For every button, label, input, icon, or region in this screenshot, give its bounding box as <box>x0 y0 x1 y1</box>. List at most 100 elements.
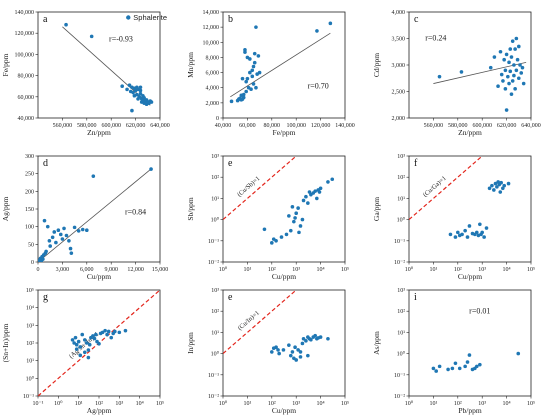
data-point <box>298 224 303 228</box>
x-axis-label: Cu/ppm <box>272 406 296 415</box>
y-axis-label: Cd/ppm <box>372 53 381 77</box>
data-point <box>86 348 91 352</box>
data-point <box>97 342 101 346</box>
data-point <box>270 241 274 245</box>
y-tick-label: 10⁵ <box>26 288 34 294</box>
x-tick-label: 10⁴ <box>503 401 511 407</box>
y-tick-label: 3,000 <box>392 63 406 69</box>
data-point <box>516 351 521 356</box>
data-point <box>80 227 85 232</box>
y-tick-label: 60,000 <box>18 95 35 101</box>
data-point <box>301 198 306 203</box>
x-tick-label: 10¹ <box>75 401 83 407</box>
data-point <box>251 82 256 86</box>
trend-line <box>433 61 527 84</box>
ratio-line-label: (Cu/In)=1 <box>237 310 261 332</box>
panel-9: 10⁰ 10¹ 10² 10³ 10⁴ 10⁵10⁻²10⁻¹10⁰10¹10²10³Pb… <box>372 288 535 415</box>
data-point <box>503 87 508 91</box>
data-point <box>487 186 492 191</box>
data-point <box>301 336 306 341</box>
y-tick-label: 10² <box>211 175 219 181</box>
y-axis-label: (Sn+In)/ppm <box>1 323 10 362</box>
data-point <box>506 74 510 79</box>
panel-3: 560,000 580,000 600,000 620,000 640,000 2,000… <box>372 10 541 137</box>
data-point <box>284 232 289 237</box>
data-point <box>306 201 310 205</box>
ratio-line <box>409 156 483 221</box>
x-tick-label: 10⁵ <box>527 267 535 273</box>
x-tick-label: 10⁰ <box>54 400 63 407</box>
correlation-label: r=0.70 <box>308 81 329 90</box>
data-point <box>54 240 58 245</box>
x-tick-label: 10² <box>454 401 462 407</box>
data-point <box>76 229 81 233</box>
data-point <box>300 341 305 346</box>
data-point <box>274 239 278 243</box>
plot-frame <box>222 11 346 119</box>
data-point <box>474 230 479 235</box>
data-point <box>80 332 85 337</box>
data-point <box>490 183 494 188</box>
data-point <box>287 214 291 218</box>
x-tick-label: 10¹ <box>429 267 437 273</box>
data-point <box>281 348 286 352</box>
data-point <box>131 90 135 95</box>
x-axis-label: Cu/ppm <box>458 272 482 281</box>
panel-2: 40,000 60,000 80,000 100,000 120,000 140,000 0… <box>186 10 355 137</box>
data-point <box>318 335 323 339</box>
data-point <box>249 87 253 92</box>
data-point <box>254 25 258 29</box>
x-tick-label: 620,000 <box>126 123 146 129</box>
x-tick-label: 10² <box>268 267 276 273</box>
y-tick-label: 2,000 <box>392 116 406 122</box>
x-tick-label: 10¹ <box>243 401 251 407</box>
data-point <box>52 230 57 234</box>
data-point <box>69 251 74 255</box>
y-axis-label: Ag/ppm <box>1 197 10 222</box>
y-tick-label: 10² <box>397 309 405 315</box>
data-point <box>474 364 479 369</box>
data-point <box>149 100 154 104</box>
panel-label: c <box>414 14 419 25</box>
x-tick-label: 9,000 <box>104 267 118 273</box>
data-point <box>44 249 48 254</box>
data-point <box>84 341 89 345</box>
data-point <box>68 246 73 251</box>
panel-7: 10⁻¹ 10⁰ 10¹ 10² 10³ 10⁴ 10⁵ 10⁻¹ 10⁰ 10¹ 10² 10³ 10… <box>1 288 164 415</box>
panel-5: 10⁰ 10¹ 10² 10³ 10⁴ 10⁵10⁻²10⁻¹10⁰10¹10²10³Cu… <box>186 154 349 281</box>
correlation-label: r=-0.93 <box>109 35 133 44</box>
data-point <box>495 185 499 189</box>
y-tick-label: 150 <box>25 207 34 213</box>
y-tick-label: 120,000 <box>15 31 35 37</box>
data-point <box>72 225 77 230</box>
data-point <box>78 353 83 358</box>
plot-frame <box>408 289 532 397</box>
data-point <box>450 366 455 371</box>
y-tick-label: 10⁻¹ <box>394 373 405 379</box>
data-point <box>120 84 124 88</box>
x-tick-label: 580,000 <box>448 123 468 129</box>
y-tick-label: 0 <box>31 260 34 266</box>
x-tick-label: 640,000 <box>521 123 541 129</box>
x-tick-label: 10⁰ <box>219 400 228 407</box>
data-point <box>315 29 319 33</box>
y-tick-label: 80,000 <box>18 74 35 80</box>
y-tick-label: 14,000 <box>203 10 220 16</box>
x-tick-label: 10³ <box>478 401 486 407</box>
y-tick-label: 10⁰ <box>211 351 220 358</box>
correlation-label: r=0.84 <box>125 207 146 216</box>
legend-label: Sphalerite <box>133 13 167 22</box>
x-axis-label: Zn/ppm <box>458 128 482 137</box>
data-point <box>463 228 467 233</box>
x-tick-label: 10⁰ <box>405 400 414 407</box>
data-point <box>127 83 132 87</box>
data-point <box>515 57 520 62</box>
data-point <box>509 55 514 59</box>
data-point <box>478 222 482 227</box>
data-point <box>50 235 55 240</box>
y-tick-label: 10² <box>26 341 34 347</box>
data-point <box>106 329 111 334</box>
data-point <box>478 362 482 367</box>
panel-8: 10⁰ 10¹ 10² 10³ 10⁴ 10⁵10⁻²10⁻¹10⁰10¹10²10³Cu… <box>186 288 349 415</box>
